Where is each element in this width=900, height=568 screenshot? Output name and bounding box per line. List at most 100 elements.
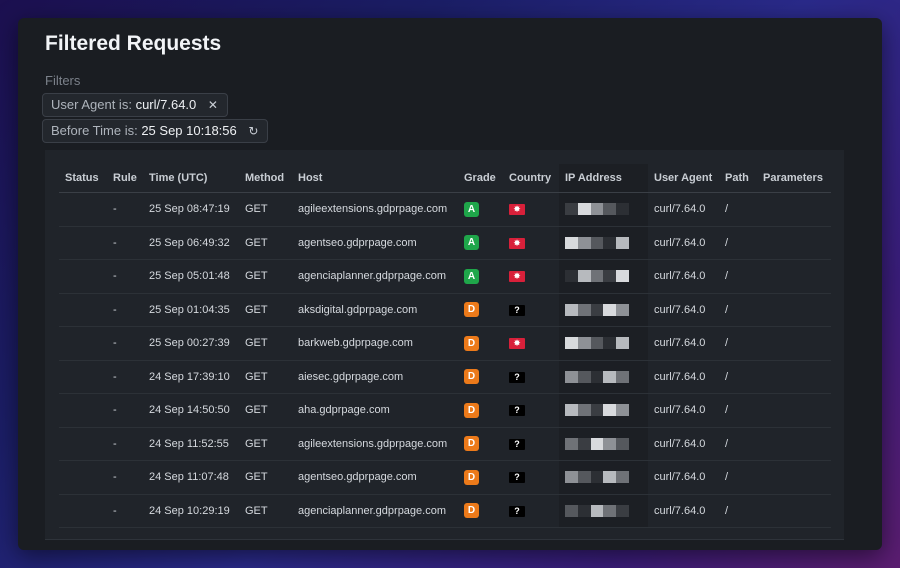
ip-address-redacted xyxy=(565,236,629,249)
column-header-ip-address[interactable]: IP Address xyxy=(559,164,648,193)
table-row[interactable]: -25 Sep 01:04:35 GET aksdigital.gdprpage.c… xyxy=(59,293,831,327)
column-header-rule[interactable]: Rule xyxy=(107,164,143,193)
cell-method: GET xyxy=(239,259,292,294)
cell-user-agent: curl/7.64.0 xyxy=(648,393,719,428)
cell-ip-address xyxy=(559,460,648,495)
cell-ip-address xyxy=(559,326,648,361)
column-header-path[interactable]: Path xyxy=(719,164,757,193)
cell-grade: D xyxy=(458,293,503,327)
cell-parameters xyxy=(757,259,831,294)
cell-status xyxy=(59,293,107,327)
cell-method: GET xyxy=(239,427,292,461)
cell-country: ? xyxy=(503,460,559,495)
hong-kong-flag-icon: ✸ xyxy=(509,271,525,283)
cell-method: GET xyxy=(239,192,292,227)
cell-grade: D xyxy=(458,494,503,528)
cell-time: 25 Sep 05:01:48 xyxy=(143,259,239,294)
cell-grade: D xyxy=(458,360,503,394)
table-row[interactable]: -24 Sep 10:29:19 GET agenciaplanner.gdprpa… xyxy=(59,494,831,528)
column-header-method[interactable]: Method xyxy=(239,164,292,193)
grade-badge: D xyxy=(464,302,479,318)
table-row[interactable]: -25 Sep 08:47:19 GET agileextensions.gdprp… xyxy=(59,192,831,227)
refresh-icon[interactable]: ↻ xyxy=(248,124,259,138)
unknown-country-icon: ? xyxy=(509,371,525,383)
cell-status xyxy=(59,393,107,428)
table-row[interactable]: -24 Sep 17:39:10 GET aiesec.gdprpage.com D?… xyxy=(59,360,831,394)
ip-address-redacted xyxy=(565,504,629,517)
column-header-host[interactable]: Host xyxy=(292,164,458,193)
unknown-country-icon: ? xyxy=(509,405,525,417)
table-header-row: Status Rule Time (UTC) Method Host Grade… xyxy=(59,164,831,193)
column-header-grade[interactable]: Grade xyxy=(458,164,503,193)
unknown-country-icon: ? xyxy=(509,438,525,450)
cell-host: agenciaplanner.gdprpage.com xyxy=(292,259,458,294)
cell-country: ? xyxy=(503,393,559,428)
unknown-country-icon: ? xyxy=(509,505,525,517)
table-row[interactable]: -25 Sep 00:27:39 GET barkweb.gdprpage.com D… xyxy=(59,326,831,361)
column-header-country[interactable]: Country xyxy=(503,164,559,193)
cell-rule: - xyxy=(107,226,143,260)
cell-time: 24 Sep 14:50:50 xyxy=(143,393,239,428)
table-row[interactable]: -24 Sep 14:50:50 GET aha.gdprpage.com D? cur… xyxy=(59,393,831,428)
cell-rule: - xyxy=(107,192,143,227)
cell-country: ✸ xyxy=(503,226,559,260)
filter-chip-key: User Agent is: xyxy=(51,97,132,112)
cell-ip-address xyxy=(559,427,648,461)
cell-status xyxy=(59,226,107,260)
cell-user-agent: curl/7.64.0 xyxy=(648,192,719,227)
column-header-time[interactable]: Time (UTC) xyxy=(143,164,239,193)
cell-path: / xyxy=(719,460,757,495)
cell-time: 24 Sep 11:52:55 xyxy=(143,427,239,461)
cell-rule: - xyxy=(107,360,143,394)
table-row[interactable]: -25 Sep 05:01:48 GET agenciaplanner.gdprpa… xyxy=(59,259,831,294)
cell-parameters xyxy=(757,393,831,428)
cell-user-agent: curl/7.64.0 xyxy=(648,326,719,361)
ip-address-redacted xyxy=(565,370,629,383)
cell-method: GET xyxy=(239,460,292,495)
grade-badge: D xyxy=(464,369,479,385)
hong-kong-flag-icon: ✸ xyxy=(509,237,525,249)
close-icon[interactable]: ✕ xyxy=(207,98,218,112)
cell-rule: - xyxy=(107,326,143,361)
cell-method: GET xyxy=(239,326,292,361)
filter-chip-user-agent[interactable]: User Agent is: curl/7.64.0 ✕ xyxy=(42,93,228,117)
column-header-status[interactable]: Status xyxy=(59,164,107,193)
table-row[interactable]: -24 Sep 11:07:48 GET agentseo.gdprpage.com… xyxy=(59,460,831,495)
requests-table-container: Status Rule Time (UTC) Method Host Grade… xyxy=(45,150,844,540)
table-row[interactable]: -25 Sep 06:49:32 GET agentseo.gdprpage.com… xyxy=(59,226,831,260)
ip-address-redacted xyxy=(565,471,629,484)
column-header-parameters[interactable]: Parameters xyxy=(757,164,831,193)
ip-address-redacted xyxy=(565,337,629,350)
cell-time: 25 Sep 01:04:35 xyxy=(143,293,239,327)
cell-ip-address xyxy=(559,259,648,294)
cell-rule: - xyxy=(107,427,143,461)
cell-rule: - xyxy=(107,494,143,528)
cell-user-agent: curl/7.64.0 xyxy=(648,360,719,394)
cell-method: GET xyxy=(239,360,292,394)
table-row[interactable]: -24 Sep 11:52:55 GET agileextensions.gdprp… xyxy=(59,427,831,461)
cell-grade: D xyxy=(458,326,503,361)
grade-badge: D xyxy=(464,436,479,452)
cell-time: 25 Sep 06:49:32 xyxy=(143,226,239,260)
cell-parameters xyxy=(757,427,831,461)
cell-parameters xyxy=(757,293,831,327)
filter-chip-before-time[interactable]: Before Time is: 25 Sep 10:18:56 ↻ xyxy=(42,119,269,143)
page-title: Filtered Requests xyxy=(45,32,222,55)
cell-path: / xyxy=(719,427,757,461)
column-header-user-agent[interactable]: User Agent xyxy=(648,164,719,193)
cell-parameters xyxy=(757,226,831,260)
grade-badge: D xyxy=(464,335,479,351)
ip-address-redacted xyxy=(565,437,629,450)
cell-user-agent: curl/7.64.0 xyxy=(648,293,719,327)
cell-parameters xyxy=(757,192,831,227)
grade-badge: A xyxy=(464,235,479,251)
unknown-country-icon: ? xyxy=(509,304,525,316)
cell-country: ? xyxy=(503,360,559,394)
grade-badge: D xyxy=(464,503,479,519)
cell-host: agenciaplanner.gdprpage.com xyxy=(292,494,458,528)
hong-kong-flag-icon: ✸ xyxy=(509,204,525,216)
cell-time: 25 Sep 00:27:39 xyxy=(143,326,239,361)
cell-host: agentseo.gdprpage.com xyxy=(292,460,458,495)
filters-label: Filters xyxy=(45,73,81,88)
cell-path: / xyxy=(719,326,757,361)
